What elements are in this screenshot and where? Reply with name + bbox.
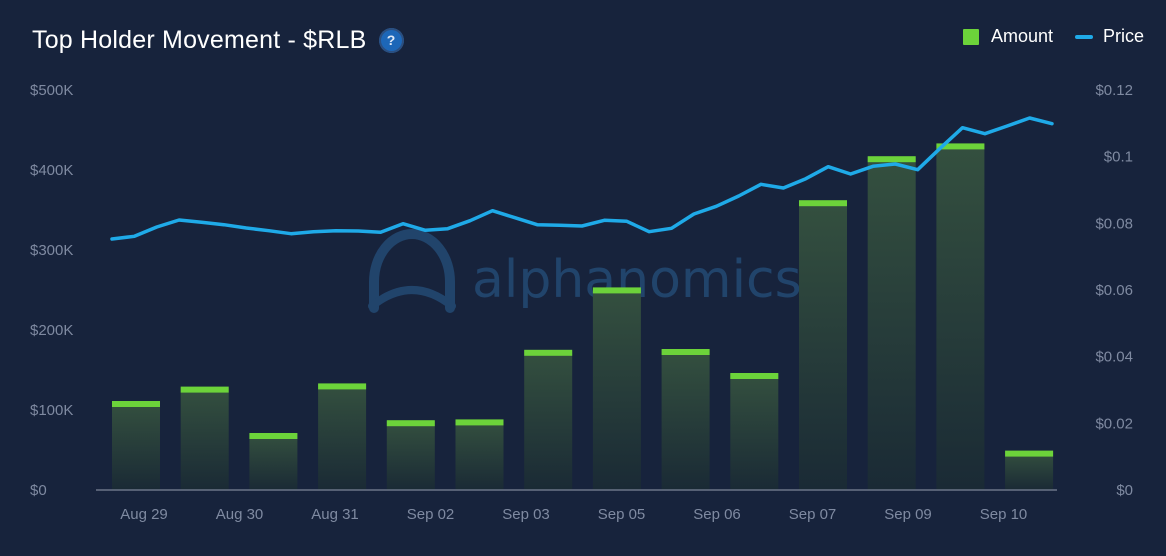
amount-bar[interactable]	[936, 143, 985, 490]
amount-bar[interactable]	[249, 433, 298, 490]
watermark: alphanomics	[368, 229, 802, 313]
amount-bar-cap	[318, 383, 367, 390]
y-right-tick-label: $0.1	[1104, 149, 1133, 166]
y-left-tick-label: $300K	[30, 242, 73, 259]
amount-bar-cap	[592, 287, 641, 294]
price-line-series	[110, 116, 1054, 241]
y-right-tick-label: $0	[1116, 482, 1133, 499]
amount-bar[interactable]	[318, 383, 367, 490]
amount-bar[interactable]	[524, 349, 573, 490]
legend-item-price[interactable]: Price	[1074, 26, 1144, 47]
amount-bar-body	[249, 434, 298, 490]
y-right-tick-label: $0.12	[1095, 82, 1133, 99]
legend-label-amount: Amount	[990, 26, 1053, 46]
amount-bar-cap	[249, 433, 298, 439]
x-tick-label: Sep 02	[407, 506, 455, 523]
amount-bar-body	[867, 157, 916, 490]
chart-title: Top Holder Movement - $RLB	[32, 25, 367, 54]
y-left-tick-label: $500K	[30, 82, 73, 99]
price-line[interactable]	[110, 116, 1054, 241]
amount-bar-cap	[661, 349, 710, 355]
amount-bars	[112, 143, 1054, 490]
amount-swatch-icon	[962, 28, 979, 45]
x-tick-label: Sep 09	[884, 506, 932, 523]
amount-bar-body	[180, 387, 229, 490]
x-tick-label: Sep 03	[502, 506, 550, 523]
y-left-tick-label: $100K	[30, 402, 73, 419]
amount-bar[interactable]	[661, 349, 710, 490]
x-tick-label: Aug 30	[216, 506, 264, 523]
left-axis: $0 $100K $200K $300K $400K $500K	[30, 82, 73, 499]
y-left-tick-label: $400K	[30, 162, 73, 179]
amount-bar-cap	[799, 200, 847, 207]
amount-bar-cap	[386, 420, 435, 427]
y-left-tick-label: $200K	[30, 322, 73, 339]
amount-bar-cap	[730, 373, 779, 379]
amount-bar-body	[386, 421, 435, 490]
price-swatch-icon	[1074, 34, 1093, 39]
amount-bar[interactable]	[592, 287, 641, 490]
amount-bar-body	[455, 420, 504, 490]
chart-header: Top Holder Movement - $RLB ?	[32, 22, 404, 58]
x-tick-label: Sep 10	[980, 506, 1028, 523]
amount-bar-body	[524, 350, 573, 490]
amount-bar-cap	[180, 386, 229, 393]
amount-bar-cap	[936, 143, 985, 150]
y-right-tick-label: $0.04	[1095, 349, 1133, 366]
amount-bar-body	[318, 384, 367, 490]
x-tick-label: Sep 05	[598, 506, 646, 523]
amount-bar-body	[936, 144, 985, 490]
amount-bar-body	[799, 201, 847, 490]
amount-bar-body	[730, 374, 779, 490]
y-right-tick-label: $0.02	[1095, 415, 1133, 432]
legend-item-amount[interactable]: Amount	[962, 26, 1053, 47]
amount-bar[interactable]	[799, 200, 847, 490]
legend: Amount Price	[941, 26, 1144, 47]
amount-bar[interactable]	[180, 386, 229, 490]
amount-bar[interactable]	[386, 420, 435, 490]
legend-label-price: Price	[1102, 26, 1144, 46]
amount-bar-body	[112, 402, 160, 490]
x-tick-label: Aug 29	[120, 506, 168, 523]
amount-bar-cap	[455, 419, 504, 426]
y-left-tick-label: $0	[30, 482, 47, 499]
x-tick-label: Aug 31	[311, 506, 359, 523]
y-right-tick-label: $0.06	[1095, 282, 1133, 299]
amount-bar-body	[661, 350, 710, 490]
amount-bar-body	[592, 288, 641, 490]
amount-bar[interactable]	[1005, 450, 1054, 490]
amount-bar-cap	[867, 156, 916, 163]
x-axis: Aug 29 Aug 30 Aug 31 Sep 02 Sep 03 Sep 05 Sep …	[120, 506, 1027, 523]
x-tick-label: Sep 07	[789, 506, 837, 523]
help-icon[interactable]: ?	[378, 27, 404, 53]
amount-bar-cap	[112, 401, 160, 407]
amount-bar-body	[1005, 451, 1054, 490]
amount-bar-cap	[1005, 450, 1054, 457]
amount-bar[interactable]	[112, 401, 160, 490]
alphanomics-logo-icon	[368, 229, 456, 313]
amount-bar-cap	[524, 349, 573, 356]
y-right-tick-label: $0.08	[1095, 215, 1133, 232]
amount-bar[interactable]	[867, 156, 916, 490]
amount-bar[interactable]	[455, 419, 504, 490]
amount-bar[interactable]	[730, 373, 779, 490]
right-axis: $0 $0.02 $0.04 $0.06 $0.08 $0.1 $0.12	[1095, 82, 1133, 499]
x-tick-label: Sep 06	[693, 506, 741, 523]
